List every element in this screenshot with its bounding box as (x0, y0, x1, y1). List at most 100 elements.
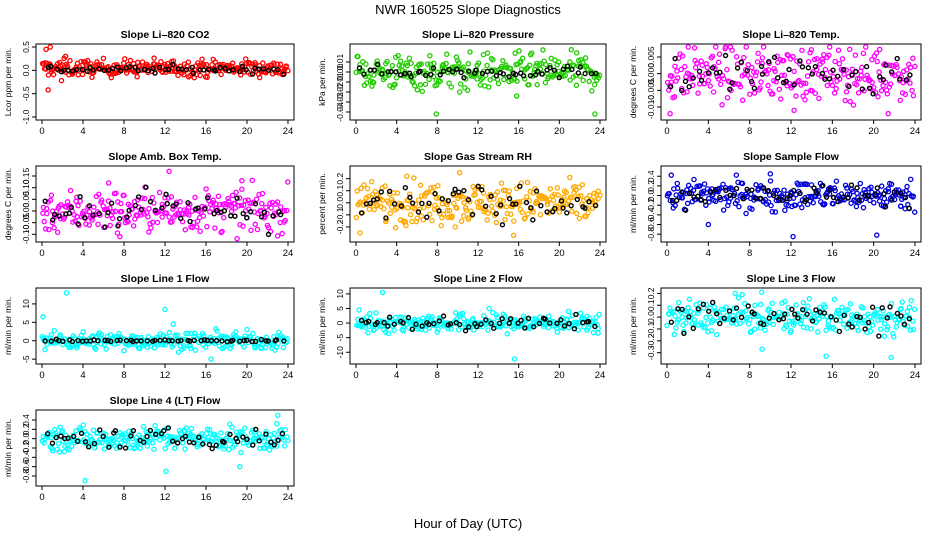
reference-point (397, 72, 404, 78)
data-point (537, 211, 544, 218)
data-point (282, 427, 289, 433)
data-point (201, 62, 207, 68)
x-tick-label: 0 (39, 492, 44, 503)
data-point (41, 218, 47, 225)
data-point (151, 345, 158, 351)
reference-point (859, 86, 866, 92)
reference-point (230, 66, 236, 73)
data-point (197, 228, 203, 235)
outlier-point (166, 168, 172, 175)
reference-point (527, 72, 534, 79)
data-point (74, 213, 80, 220)
reference-point (65, 67, 71, 73)
data-point (793, 93, 799, 99)
data-point (402, 219, 409, 225)
data-point (502, 323, 509, 329)
reference-point (77, 194, 83, 200)
reference-point (456, 321, 463, 328)
reference-point (205, 66, 212, 72)
data-point (860, 305, 866, 311)
data-point (718, 306, 725, 312)
y-tick-label: -0.6 (21, 459, 31, 474)
data-point (371, 206, 377, 213)
reference-point (439, 196, 445, 202)
x-tick-label: 12 (786, 126, 797, 137)
data-point (405, 204, 411, 211)
reference-point (686, 190, 692, 197)
y-tick-label: -5 (335, 334, 345, 342)
reference-point (479, 187, 485, 193)
data-point (790, 53, 796, 60)
data-point (747, 91, 753, 97)
data-point (561, 194, 567, 201)
data-point (434, 82, 440, 88)
data-point (805, 303, 811, 309)
reference-point (751, 85, 758, 91)
data-point (100, 55, 107, 62)
data-point (266, 447, 273, 453)
data-point (754, 59, 761, 65)
reference-point (733, 185, 740, 192)
data-point (123, 70, 130, 76)
data-point (226, 446, 232, 453)
reference-point (73, 66, 80, 73)
reference-point (766, 315, 772, 321)
data-point (819, 59, 826, 65)
reference-point (165, 425, 172, 431)
x-tick-label: 16 (827, 248, 838, 259)
data-point (765, 199, 772, 205)
reference-point (108, 200, 115, 206)
reference-point (560, 205, 566, 211)
data-point (833, 178, 840, 184)
data-point (839, 56, 846, 62)
y-tick-label: -0.1 (646, 321, 656, 336)
y-tick-label: 0.10 (21, 179, 31, 196)
reference-point (227, 431, 233, 438)
reference-point (279, 430, 286, 437)
data-point (908, 297, 915, 304)
reference-point (789, 306, 795, 313)
data-point (709, 53, 716, 59)
reference-point (547, 320, 553, 326)
reference-point (408, 73, 414, 80)
data-point (713, 308, 720, 315)
reference-point (428, 71, 434, 78)
reference-point (734, 65, 741, 71)
data-point (812, 90, 819, 97)
y-tick-label: 0.05 (21, 191, 31, 208)
data-point (753, 182, 759, 188)
x-tick-label: 12 (160, 248, 171, 259)
data-point (238, 449, 244, 456)
reference-point (182, 433, 189, 439)
data-point (406, 191, 413, 197)
data-point (481, 313, 487, 319)
data-point (506, 78, 512, 85)
y-tick-label: -0.8 (646, 227, 656, 242)
data-point (753, 69, 760, 75)
reference-point (132, 202, 139, 209)
data-point (670, 309, 677, 315)
reference-point (447, 321, 454, 327)
data-point (786, 318, 793, 324)
chart-title: Slope Gas Stream RH (424, 151, 532, 163)
reference-point (115, 223, 121, 229)
outlier-point (486, 305, 492, 312)
reference-point (273, 337, 280, 343)
data-point (770, 91, 776, 97)
reference-point (105, 337, 111, 344)
data-point (218, 71, 224, 78)
data-point (222, 343, 228, 350)
reference-point (241, 337, 247, 344)
reference-point (883, 62, 889, 68)
reference-point (668, 319, 675, 325)
reference-point (866, 85, 873, 91)
reference-point (130, 427, 137, 434)
reference-point (228, 213, 234, 219)
reference-point (95, 337, 101, 344)
x-tick-label: 4 (80, 126, 85, 137)
data-point (824, 82, 830, 89)
reference-point (523, 199, 530, 206)
reference-point (592, 323, 598, 330)
data-point (91, 204, 97, 210)
reference-point (277, 211, 284, 218)
